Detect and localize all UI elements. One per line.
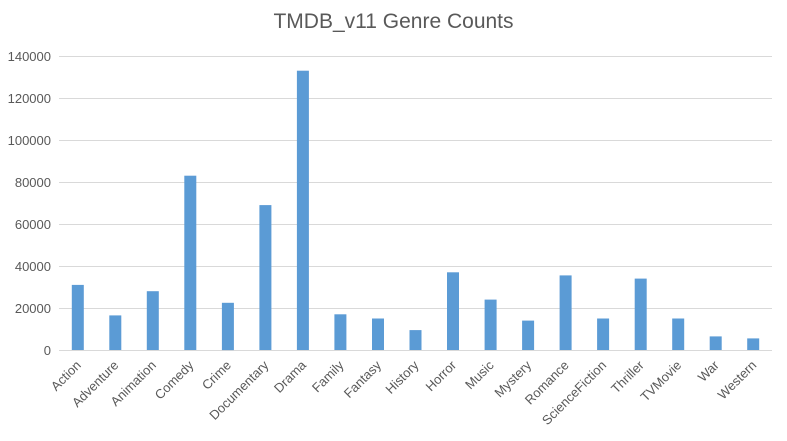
y-tick-label: 100000	[8, 133, 51, 148]
bar-romance	[559, 275, 572, 350]
y-tick-label: 140000	[8, 49, 51, 64]
y-tick-label: 40000	[15, 259, 51, 274]
gridlines	[59, 56, 772, 351]
bar-crime	[221, 302, 234, 351]
x-tick-label: War	[695, 357, 723, 385]
x-tick-label: Fantasy	[341, 357, 385, 401]
x-tick-label: Crime	[199, 358, 234, 393]
bar-adventure	[109, 315, 122, 350]
x-tick-label: TVMovie	[637, 358, 684, 405]
y-tick-label: 20000	[15, 301, 51, 316]
x-tick-label: Drama	[271, 357, 310, 396]
chart-title: TMDB_v11 Genre Counts	[273, 10, 514, 33]
bar-action	[71, 284, 84, 350]
bar-documentary	[259, 205, 272, 350]
bar-drama	[296, 70, 309, 350]
bar-fantasy	[372, 318, 384, 350]
x-tick-label: Music	[462, 357, 497, 392]
bar-western	[747, 338, 760, 350]
bar-family	[334, 314, 347, 350]
bar-thriller	[634, 278, 647, 350]
y-tick-label: 60000	[15, 217, 51, 232]
bar-horror	[447, 272, 459, 350]
y-tick-label: 80000	[15, 175, 51, 190]
x-tick-label: Western	[715, 358, 760, 403]
bar-history	[409, 330, 422, 350]
x-tick-label: Comedy	[152, 357, 197, 402]
bar-comedy	[184, 175, 197, 350]
x-tick-label: History	[382, 357, 422, 397]
bar-tvmovie	[672, 318, 685, 350]
bar-music	[484, 299, 497, 350]
bar-war	[709, 336, 722, 350]
bar-sciencefiction	[597, 318, 610, 350]
y-tick-label: 0	[44, 343, 51, 358]
x-tick-label: Action	[48, 358, 84, 394]
y-axis-tick-labels: 0 20000 40000 60000 80000 100000 120000 140000	[8, 49, 51, 358]
bar-mystery	[522, 320, 535, 350]
bars	[71, 70, 760, 351]
y-tick-label: 120000	[8, 91, 51, 106]
bar-animation	[146, 291, 159, 350]
x-tick-label: Horror	[422, 357, 459, 394]
